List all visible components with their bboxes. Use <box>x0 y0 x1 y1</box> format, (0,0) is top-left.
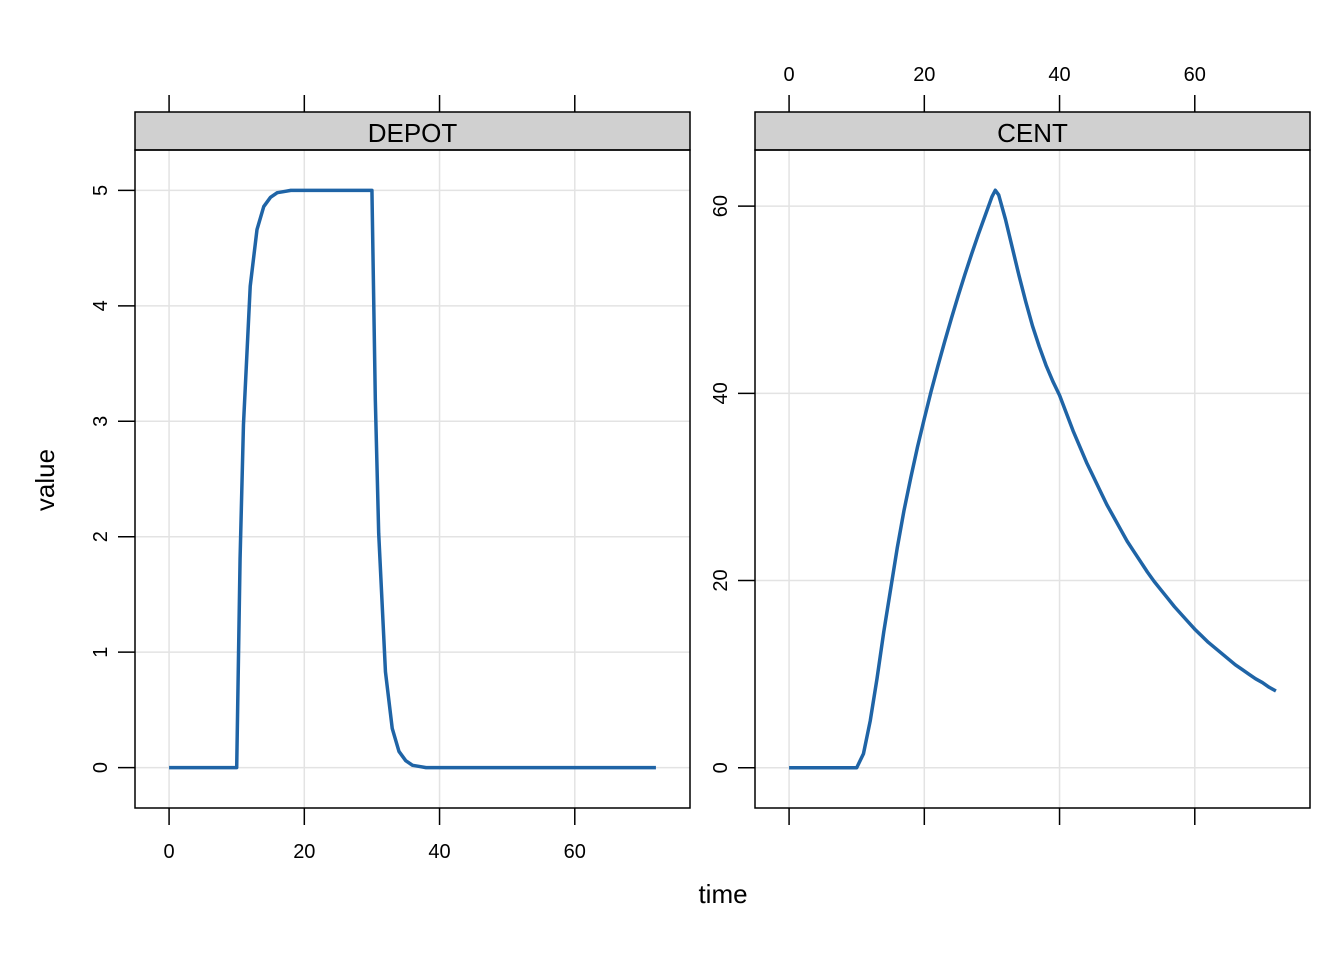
y-tick-label: 40 <box>710 382 732 404</box>
x-tick-label: 20 <box>913 64 935 86</box>
x-tick-label: 60 <box>1184 64 1206 86</box>
y-tick-label: 1 <box>90 647 112 658</box>
y-tick-label: 0 <box>710 762 732 773</box>
panel-title: DEPOT <box>368 118 458 148</box>
data-line <box>789 188 1277 770</box>
y-tick-label: 0 <box>90 762 112 773</box>
y-tick-label: 2 <box>90 531 112 542</box>
y-tick-label: 60 <box>710 195 732 217</box>
x-tick-label: 0 <box>784 64 795 86</box>
y-tick-label: 3 <box>90 416 112 427</box>
strip <box>754 111 1311 151</box>
data-line <box>169 188 656 770</box>
y-tick-label: 20 <box>710 569 732 591</box>
y-tick-label: 5 <box>90 185 112 196</box>
x-axis-label: time <box>698 879 747 909</box>
y-tick-label: 4 <box>90 300 112 311</box>
x-tick-label: 40 <box>1048 64 1070 86</box>
panel-frame <box>754 149 1311 809</box>
strip <box>134 111 691 151</box>
panel-title: CENT <box>997 118 1068 148</box>
x-tick-label: 60 <box>564 841 586 863</box>
x-tick-label: 0 <box>164 841 175 863</box>
x-tick-label: 20 <box>293 841 315 863</box>
y-axis-label: value <box>30 449 60 511</box>
panel-frame <box>134 149 691 809</box>
x-tick-label: 40 <box>428 841 450 863</box>
